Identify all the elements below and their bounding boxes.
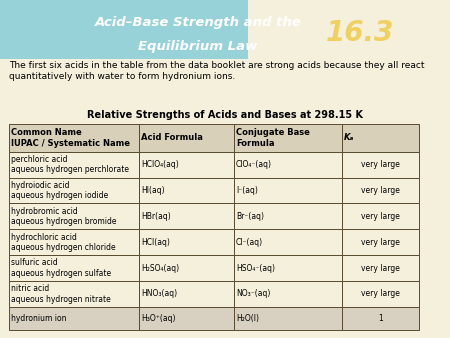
Bar bbox=[139, 281, 234, 307]
Text: Conjugate Base
Formula: Conjugate Base Formula bbox=[236, 128, 310, 147]
Text: I⁻(aq): I⁻(aq) bbox=[236, 186, 258, 195]
Text: Acid Formula: Acid Formula bbox=[141, 133, 202, 142]
Bar bbox=[9, 177, 139, 203]
Text: sulfuric acid
aqueous hydrogen sulfate: sulfuric acid aqueous hydrogen sulfate bbox=[11, 258, 111, 278]
Text: H₃O⁺(aq): H₃O⁺(aq) bbox=[141, 314, 175, 323]
Bar bbox=[342, 152, 419, 177]
Bar bbox=[9, 255, 139, 281]
Text: Equilibrium Law: Equilibrium Law bbox=[138, 40, 258, 53]
Text: Br⁻(aq): Br⁻(aq) bbox=[236, 212, 264, 221]
Text: very large: very large bbox=[361, 238, 400, 247]
Text: very large: very large bbox=[361, 160, 400, 169]
Bar bbox=[139, 229, 234, 255]
Bar bbox=[139, 177, 234, 203]
Bar bbox=[9, 307, 139, 330]
Bar bbox=[234, 281, 342, 307]
Bar bbox=[234, 229, 342, 255]
Text: perchloric acid
aqueous hydrogen perchlorate: perchloric acid aqueous hydrogen perchlo… bbox=[11, 155, 129, 174]
Text: HBr(aq): HBr(aq) bbox=[141, 212, 171, 221]
Bar bbox=[9, 124, 139, 152]
Bar bbox=[234, 177, 342, 203]
Bar bbox=[342, 255, 419, 281]
Text: HCl(aq): HCl(aq) bbox=[141, 238, 170, 247]
Bar bbox=[342, 281, 419, 307]
Text: very large: very large bbox=[361, 186, 400, 195]
Text: 16.3: 16.3 bbox=[326, 19, 394, 47]
Text: HNO₃(aq): HNO₃(aq) bbox=[141, 289, 177, 298]
Bar bbox=[234, 203, 342, 229]
Text: Acid–Base Strength and the: Acid–Base Strength and the bbox=[94, 16, 302, 29]
Text: very large: very large bbox=[361, 212, 400, 221]
Text: hydrochloric acid
aqueous hydrogen chloride: hydrochloric acid aqueous hydrogen chlor… bbox=[11, 233, 116, 252]
Bar bbox=[139, 152, 234, 177]
Text: nitric acid
aqueous hydrogen nitrate: nitric acid aqueous hydrogen nitrate bbox=[11, 284, 111, 304]
Bar bbox=[139, 307, 234, 330]
Text: very large: very large bbox=[361, 289, 400, 298]
Polygon shape bbox=[0, 0, 248, 59]
Text: Cl⁻(aq): Cl⁻(aq) bbox=[236, 238, 263, 247]
Bar bbox=[342, 307, 419, 330]
Text: H₂O(l): H₂O(l) bbox=[236, 314, 259, 323]
Bar bbox=[9, 203, 139, 229]
Text: HI(aq): HI(aq) bbox=[141, 186, 164, 195]
Text: hydronium ion: hydronium ion bbox=[11, 314, 67, 323]
Text: hydrobromic acid
aqueous hydrogen bromide: hydrobromic acid aqueous hydrogen bromid… bbox=[11, 207, 117, 226]
Bar bbox=[234, 255, 342, 281]
Bar bbox=[342, 177, 419, 203]
Text: Common Name
IUPAC / Systematic Name: Common Name IUPAC / Systematic Name bbox=[11, 128, 130, 147]
Bar bbox=[342, 229, 419, 255]
Bar bbox=[9, 152, 139, 177]
Bar bbox=[234, 124, 342, 152]
Bar bbox=[234, 307, 342, 330]
Text: very large: very large bbox=[361, 264, 400, 272]
Bar bbox=[342, 203, 419, 229]
Text: ClO₄⁻(aq): ClO₄⁻(aq) bbox=[236, 160, 272, 169]
Text: The first six acids in the table from the data booklet are strong acids because : The first six acids in the table from th… bbox=[9, 62, 424, 81]
Bar bbox=[9, 281, 139, 307]
Text: Relative Strengths of Acids and Bases at 298.15 K: Relative Strengths of Acids and Bases at… bbox=[87, 110, 363, 120]
Bar bbox=[342, 124, 419, 152]
Bar bbox=[139, 124, 234, 152]
Text: H₂SO₄(aq): H₂SO₄(aq) bbox=[141, 264, 179, 272]
Bar bbox=[139, 255, 234, 281]
Bar bbox=[9, 229, 139, 255]
Text: HClO₄(aq): HClO₄(aq) bbox=[141, 160, 179, 169]
Bar bbox=[234, 152, 342, 177]
Bar bbox=[139, 203, 234, 229]
Text: Kₐ: Kₐ bbox=[344, 133, 354, 142]
Text: 1: 1 bbox=[378, 314, 383, 323]
Text: HSO₄⁻(aq): HSO₄⁻(aq) bbox=[236, 264, 275, 272]
Text: hydroiodic acid
aqueous hydrogen iodide: hydroiodic acid aqueous hydrogen iodide bbox=[11, 181, 108, 200]
Text: NO₃⁻(aq): NO₃⁻(aq) bbox=[236, 289, 270, 298]
